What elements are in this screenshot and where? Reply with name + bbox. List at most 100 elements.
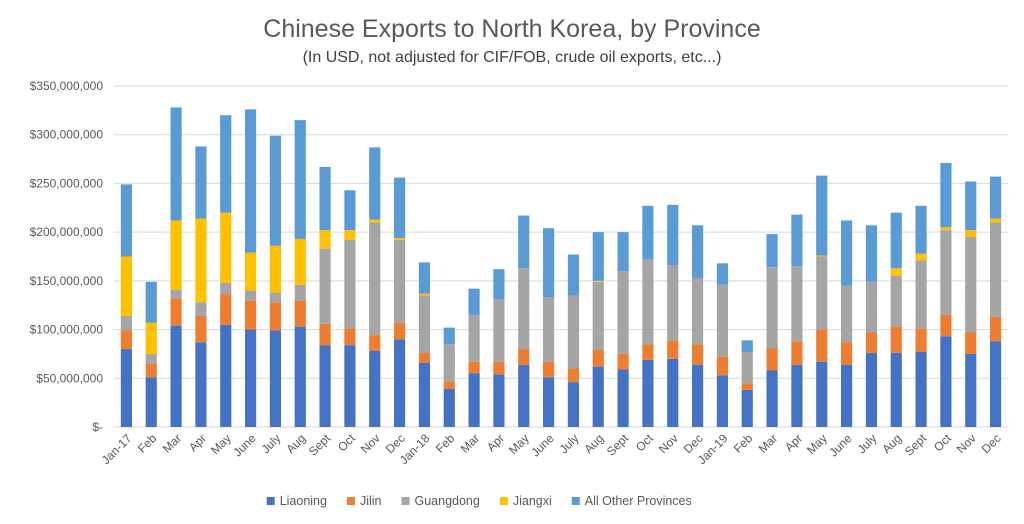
bar-segment-guangdong [989, 222, 1002, 317]
bar-segment-all-other-provinces [816, 175, 828, 256]
bar-segment-jiangxi [244, 252, 257, 291]
bar-segment-jilin [319, 323, 331, 346]
bar-segment-jiangxi [319, 230, 331, 249]
bar-segment-jilin [865, 332, 878, 353]
bar-segment-jilin [170, 298, 182, 326]
bar-segment-all-other-provinces [195, 146, 207, 219]
x-tick-label: July [259, 431, 284, 456]
bar-segment-jilin [220, 294, 232, 325]
bar-segment-liaoning [965, 353, 977, 427]
bar-segment-jilin [691, 344, 704, 365]
bar-segment-liaoning [393, 339, 406, 427]
bar-segment-jilin [915, 328, 927, 352]
bar-segment-jiangxi [965, 230, 977, 238]
bar-segment-liaoning [691, 364, 704, 427]
bar-segment-jilin [542, 361, 555, 378]
x-tick-label: Sept [902, 431, 930, 459]
bar-segment-jilin [965, 332, 977, 354]
bar-segment-liaoning [443, 389, 455, 427]
bar-segment-jilin [244, 300, 257, 330]
bar-segment-guangdong [592, 281, 604, 351]
bar-segment-jiangxi [344, 230, 356, 240]
bar-segment-liaoning [716, 375, 729, 427]
x-tick-label: Mar [756, 431, 781, 456]
legend-item: Jilin [346, 494, 382, 508]
bar-segment-all-other-provinces [170, 107, 182, 221]
x-tick-label: Aug [283, 431, 308, 456]
bar-segment-jilin [195, 315, 207, 343]
bar-segment-guangdong [716, 284, 729, 357]
bar-segment-liaoning [170, 325, 182, 427]
bar-segment-guangdong [617, 271, 629, 354]
bar-segment-all-other-provinces [244, 109, 257, 253]
legend-label: Guangdong [415, 494, 480, 508]
y-axis-ticks: $- $50,000,000 $100,000,000 $150,000,000 $20… [30, 79, 104, 434]
bar-segment-jilin [518, 349, 530, 365]
bar-segment-jiangxi [220, 212, 232, 283]
bar-segment-all-other-provinces [269, 135, 282, 246]
bars [120, 107, 1002, 427]
bar-segment-all-other-provinces [940, 162, 952, 228]
bar-segment-guangdong [965, 237, 977, 333]
bar-segment-guangdong [319, 248, 331, 324]
bar-segment-all-other-provinces [369, 147, 381, 220]
bar-segment-liaoning [319, 345, 331, 427]
bar-segment-liaoning [294, 326, 306, 427]
bar-segment-jiangxi [195, 218, 207, 303]
bar-segment-guangdong [393, 239, 406, 323]
bar-segment-jiangxi [418, 293, 431, 296]
bar-segment-guangdong [443, 344, 455, 382]
gridlines [114, 85, 1008, 428]
x-tick-label: Sept [604, 431, 632, 459]
bar-segment-liaoning [220, 324, 232, 427]
bar-segment-all-other-provinces [617, 232, 629, 272]
bar-segment-all-other-provinces [468, 288, 480, 315]
bar-segment-all-other-provinces [741, 340, 753, 352]
bar-segment-jilin [592, 350, 604, 367]
bar-segment-liaoning [244, 329, 257, 427]
bar-segment-all-other-provinces [691, 225, 704, 278]
bar-segment-jiangxi [294, 238, 306, 285]
legend-item: All Other Provinces [571, 494, 692, 508]
bar-segment-jilin [716, 356, 729, 376]
bar-segment-jilin [667, 340, 679, 359]
legend-swatch [346, 497, 355, 505]
bar-segment-liaoning [890, 352, 902, 427]
x-tick-label: Mar [458, 431, 483, 456]
bar-segment-all-other-provinces [592, 232, 604, 281]
bar-segment-all-other-provinces [493, 269, 505, 300]
bar-segment-guangdong [145, 353, 157, 364]
x-tick-label: May [804, 431, 830, 457]
bar-segment-jilin [816, 329, 828, 362]
bar-segment-jilin [493, 361, 505, 375]
x-tick-label: Feb [135, 431, 160, 456]
bar-segment-liaoning [617, 369, 629, 427]
chart-subtitle: (In USD, not adjusted for CIF/FOB, crude… [303, 49, 722, 66]
bar-segment-guangdong [468, 314, 480, 362]
bar-segment-jilin [120, 330, 133, 350]
legend-label: Liaoning [280, 494, 327, 508]
legend-swatch [401, 497, 410, 505]
bar-segment-liaoning [989, 341, 1002, 427]
bar-segment-guangdong [220, 282, 232, 295]
bar-segment-guangdong [816, 256, 828, 330]
bar-segment-liaoning [418, 362, 431, 427]
bar-segment-jiangxi [940, 227, 952, 231]
bar-segment-guangdong [269, 292, 282, 303]
bar-segment-jilin [393, 322, 406, 340]
legend-label: Jiangxi [513, 494, 552, 508]
bar-segment-all-other-provinces [915, 205, 927, 254]
bar-segment-all-other-provinces [642, 205, 654, 260]
bar-segment-liaoning [766, 370, 778, 427]
bar-segment-jiangxi [145, 322, 157, 354]
x-tick-label: July [557, 431, 582, 456]
bar-segment-liaoning [667, 358, 679, 427]
bar-segment-liaoning [344, 345, 356, 427]
bar-segment-guangdong [542, 297, 555, 362]
bar-segment-guangdong [940, 230, 952, 315]
bar-segment-all-other-provinces [542, 228, 555, 298]
bar-segment-all-other-provinces [344, 190, 356, 231]
bar-segment-all-other-provinces [890, 212, 902, 269]
x-tick-label: July [855, 431, 880, 456]
